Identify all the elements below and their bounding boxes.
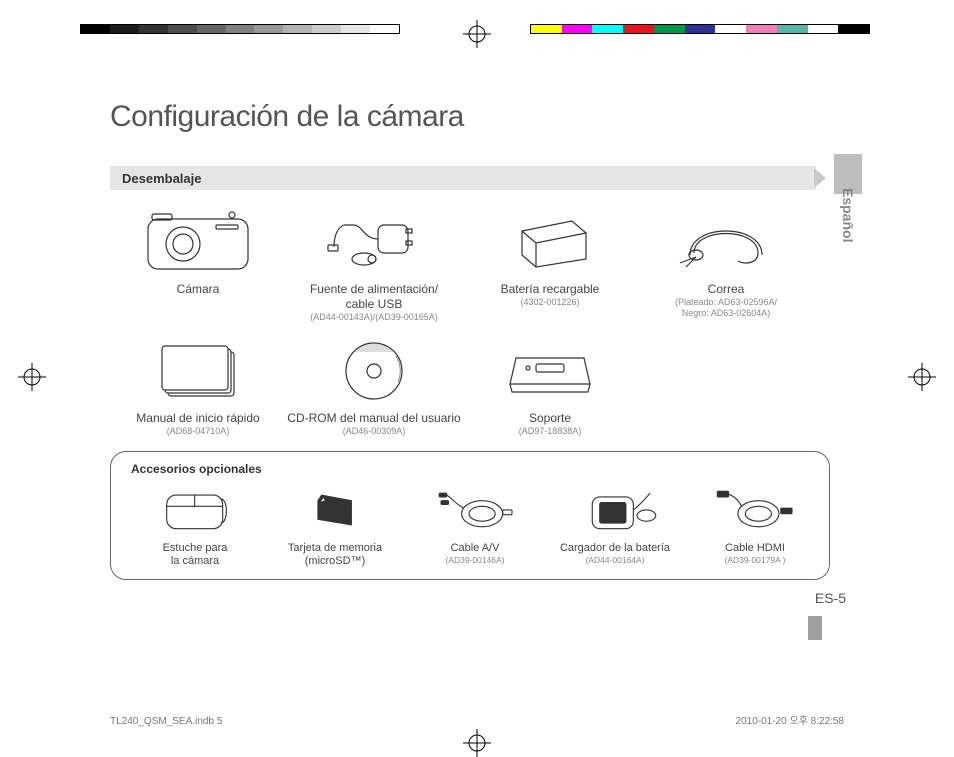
item-label: Cable A/V	[451, 542, 500, 556]
power-adapter-icon	[314, 206, 434, 278]
item-cradle: Soporte (AD97-18838A)	[462, 335, 638, 437]
item-part: (AD44-00164A)	[585, 555, 644, 565]
optional-title: Accesorios opcionales	[131, 462, 819, 476]
section-label: Desembalaje	[122, 171, 202, 186]
item-label: Tarjeta de memoria (microSD™)	[288, 542, 382, 570]
registration-mark-left	[18, 363, 46, 391]
microsd-icon	[285, 482, 385, 538]
page-title: Configuración de la cámara	[110, 100, 850, 134]
chevron-right-icon	[814, 168, 836, 193]
footer-filename: TL240_QSM_SEA.indb 5	[110, 716, 222, 727]
camera-case-icon	[145, 482, 245, 538]
printer-bar-top	[0, 20, 954, 48]
optional-row: Estuche para la cámara Tarjeta de memori…	[125, 482, 819, 570]
page-number-mark	[808, 616, 822, 640]
opt-item-hdmi: Cable HDMI (AD39-00179A )	[685, 482, 825, 570]
item-label: Cable HDMI	[725, 542, 785, 556]
av-cable-icon	[425, 482, 525, 538]
cdrom-icon	[314, 335, 434, 407]
page-content: Configuración de la cámara Desembalaje C…	[110, 100, 850, 580]
item-psu-cable: Fuente de alimentación/ cable USB (AD44-…	[286, 206, 462, 323]
page-number: ES-5	[815, 590, 846, 606]
opt-item-av-cable: Cable A/V (AD39-00146A)	[405, 482, 545, 570]
item-part: (AD39-00179A )	[725, 555, 786, 565]
item-part: (4302-001226)	[520, 297, 579, 308]
item-part: (AD68-04710A)	[167, 426, 230, 437]
item-part: (AD46-00309A)	[343, 426, 406, 437]
items-row-1: Cámara Fuente de alimentación/ cable USB…	[110, 206, 816, 323]
cradle-icon	[490, 335, 610, 407]
item-label: Batería recargable	[501, 282, 600, 297]
item-manual: Manual de inicio rápido (AD68-04710A)	[110, 335, 286, 437]
opt-item-case: Estuche para la cámara	[125, 482, 265, 570]
battery-icon	[490, 206, 610, 278]
item-part: (AD39-00146A)	[445, 555, 504, 565]
strap-icon	[666, 206, 786, 278]
item-strap: Correa (Plateado: AD63-02596A/ Negro: AD…	[638, 206, 814, 323]
item-part: (Plateado: AD63-02596A/ Negro: AD63-0260…	[675, 297, 777, 319]
item-camera: Cámara	[110, 206, 286, 323]
gray-calibration-strip	[80, 24, 400, 34]
item-label: Estuche para la cámara	[163, 542, 228, 570]
item-label: Manual de inicio rápido	[136, 411, 259, 426]
color-calibration-strip	[530, 24, 870, 34]
item-battery: Batería recargable (4302-001226)	[462, 206, 638, 323]
hdmi-cable-icon	[705, 482, 805, 538]
item-label: Soporte	[529, 411, 571, 426]
item-label: CD-ROM del manual del usuario	[287, 411, 460, 426]
section-bar: Desembalaje	[110, 166, 816, 190]
camera-icon	[138, 206, 258, 278]
optional-accessories-box: Accesorios opcionales Estuche para la cá…	[110, 451, 830, 581]
manual-icon	[138, 335, 258, 407]
registration-mark-top	[463, 20, 491, 48]
item-cdrom: CD-ROM del manual del usuario (AD46-0030…	[286, 335, 462, 437]
item-label: Cámara	[177, 282, 220, 297]
opt-item-charger: Cargador de la batería (AD44-00164A)	[545, 482, 685, 570]
item-label: Fuente de alimentación/ cable USB	[310, 282, 438, 312]
item-part: (AD44-00143A)/(AD39-00165A)	[310, 312, 438, 323]
item-label: Cargador de la batería	[560, 542, 670, 556]
footer-timestamp: 2010-01-20 오후 8:22:58	[736, 712, 844, 727]
items-row-2: Manual de inicio rápido (AD68-04710A) CD…	[110, 335, 816, 437]
opt-item-sdcard: Tarjeta de memoria (microSD™)	[265, 482, 405, 570]
item-part: (AD97-18838A)	[519, 426, 582, 437]
charger-icon	[565, 482, 665, 538]
registration-mark-right	[908, 363, 936, 391]
item-label: Correa	[708, 282, 745, 297]
